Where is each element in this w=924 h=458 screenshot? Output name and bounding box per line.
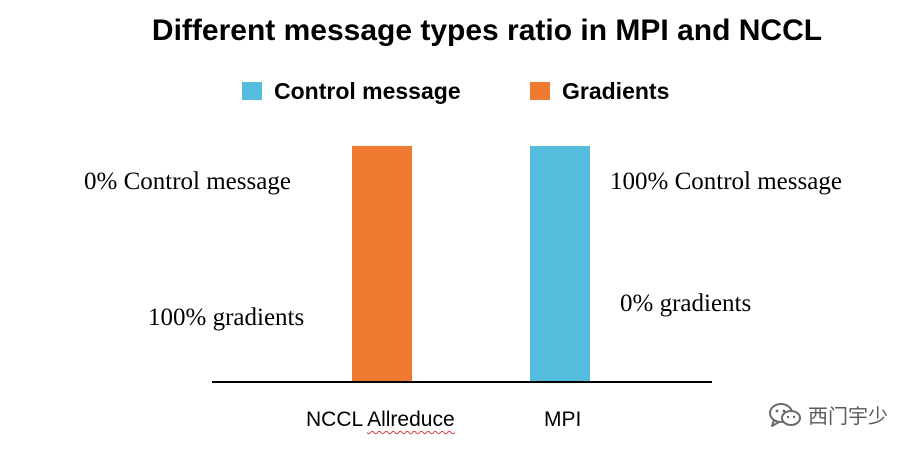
legend-swatch-control-message	[242, 82, 262, 100]
legend-swatch-gradients	[530, 82, 550, 100]
category-label-mpi: MPI	[544, 408, 582, 431]
legend-item-control-message: Control message	[242, 76, 461, 106]
category-label-nccl: NCCL Allreduce	[306, 408, 455, 432]
annotation-mpi-gradients: 0% gradients	[620, 290, 752, 317]
bar-mpi-control-message	[530, 146, 590, 381]
bar-group	[352, 146, 590, 381]
legend-label-control-message: Control message	[274, 77, 461, 104]
chart-title: Different message types ratio in MPI and…	[151, 14, 823, 47]
annotation-nccl-control: 0% Control message	[84, 168, 291, 195]
watermark-text: 西门宇少	[808, 404, 888, 428]
legend-label-gradients: Gradients	[562, 77, 670, 104]
watermark: 西门宇少	[768, 400, 888, 429]
category-label-nccl-text: NCCL Allreduce	[306, 408, 455, 431]
annotation-nccl-gradients: 100% gradients	[148, 304, 305, 331]
wechat-icon	[768, 401, 802, 429]
legend-item-gradients: Gradients	[530, 76, 669, 106]
bar-nccl-allreduce-gradients	[352, 146, 412, 381]
annotation-mpi-control: 100% Control message	[610, 168, 842, 195]
